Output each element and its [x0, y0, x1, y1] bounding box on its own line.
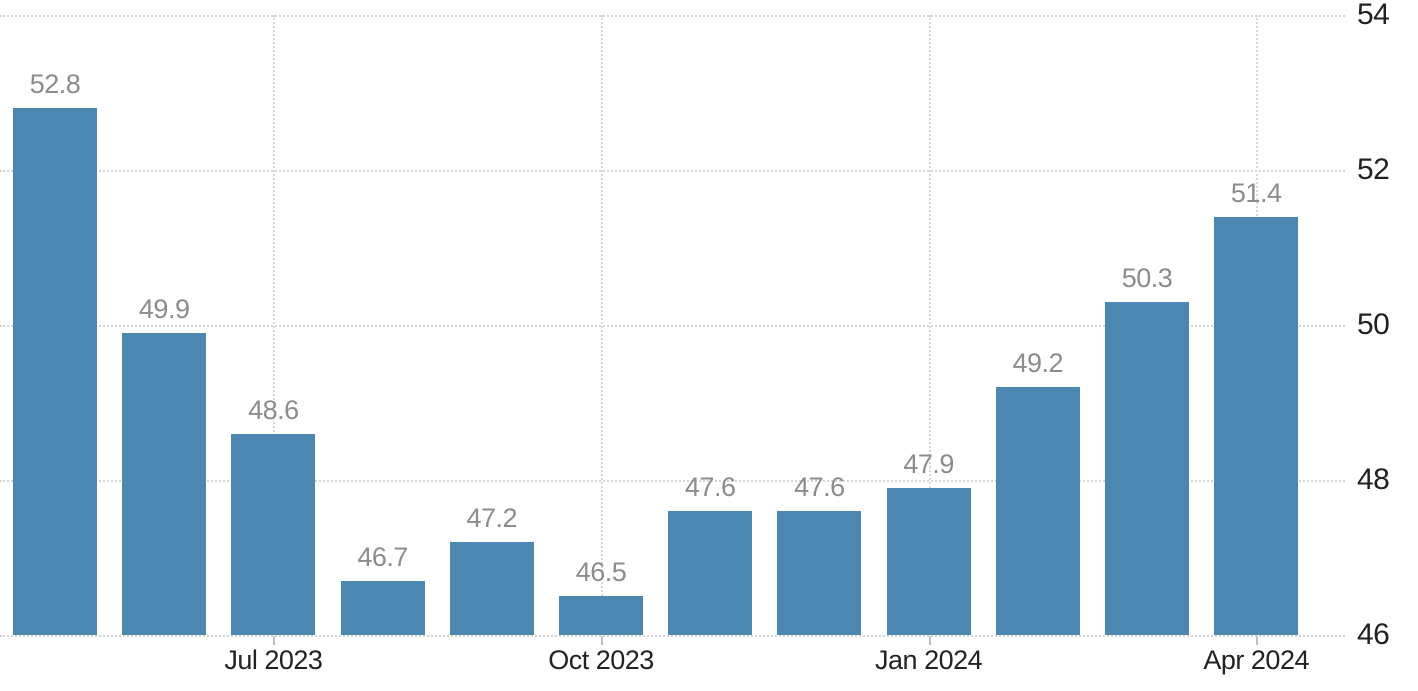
x-tick-mark	[928, 636, 931, 645]
bar	[122, 332, 207, 635]
bar-value-label: 47.2	[466, 503, 518, 533]
bar	[559, 596, 643, 635]
y-tick-label: 46	[1357, 618, 1390, 651]
bar-value-label: 47.6	[794, 472, 845, 502]
x-tick-label: Jan 2024	[875, 645, 983, 675]
y-tick-label: 52	[1357, 153, 1390, 186]
y-tick-label: 54	[1357, 0, 1390, 31]
gridline-h	[0, 170, 1345, 172]
gridline-h	[0, 635, 1345, 637]
x-tick-label: Apr 2024	[1203, 645, 1309, 675]
x-tick-mark	[1256, 636, 1259, 645]
x-tick-label: Jul 2023	[224, 645, 323, 675]
bar-value-label: 49.9	[138, 293, 190, 324]
bar-value-label: 51.4	[1230, 177, 1282, 208]
bar	[668, 511, 753, 635]
bar	[1214, 216, 1299, 635]
bar	[449, 542, 534, 635]
bar	[1105, 301, 1189, 635]
y-tick-label: 50	[1357, 308, 1390, 341]
bar	[231, 433, 316, 635]
gridline-v	[601, 15, 603, 635]
y-tick-label: 48	[1357, 463, 1390, 496]
bar-value-label: 49.2	[1012, 348, 1064, 378]
gridline-h	[0, 480, 1345, 482]
bar	[777, 511, 862, 635]
x-tick-mark	[601, 636, 603, 645]
bar-value-label: 47.9	[903, 448, 954, 479]
bar-value-label: 50.3	[1121, 262, 1173, 293]
x-tick-label: Oct 2023	[548, 645, 654, 675]
x-tick-mark	[273, 636, 276, 645]
bar-value-label: 46.5	[575, 557, 627, 588]
bar	[340, 580, 425, 635]
gridline-v	[273, 15, 276, 635]
bar	[13, 108, 97, 635]
bar-value-label: 48.6	[248, 394, 299, 425]
bar-value-label: 47.6	[684, 472, 736, 502]
gridline-h	[0, 325, 1345, 327]
bar-value-label: 46.7	[357, 541, 408, 572]
bar	[886, 487, 971, 635]
bar-value-label: 52.8	[29, 69, 81, 99]
gridline-h	[0, 15, 1345, 17]
bar	[995, 387, 1080, 635]
gridline-v	[928, 15, 931, 635]
